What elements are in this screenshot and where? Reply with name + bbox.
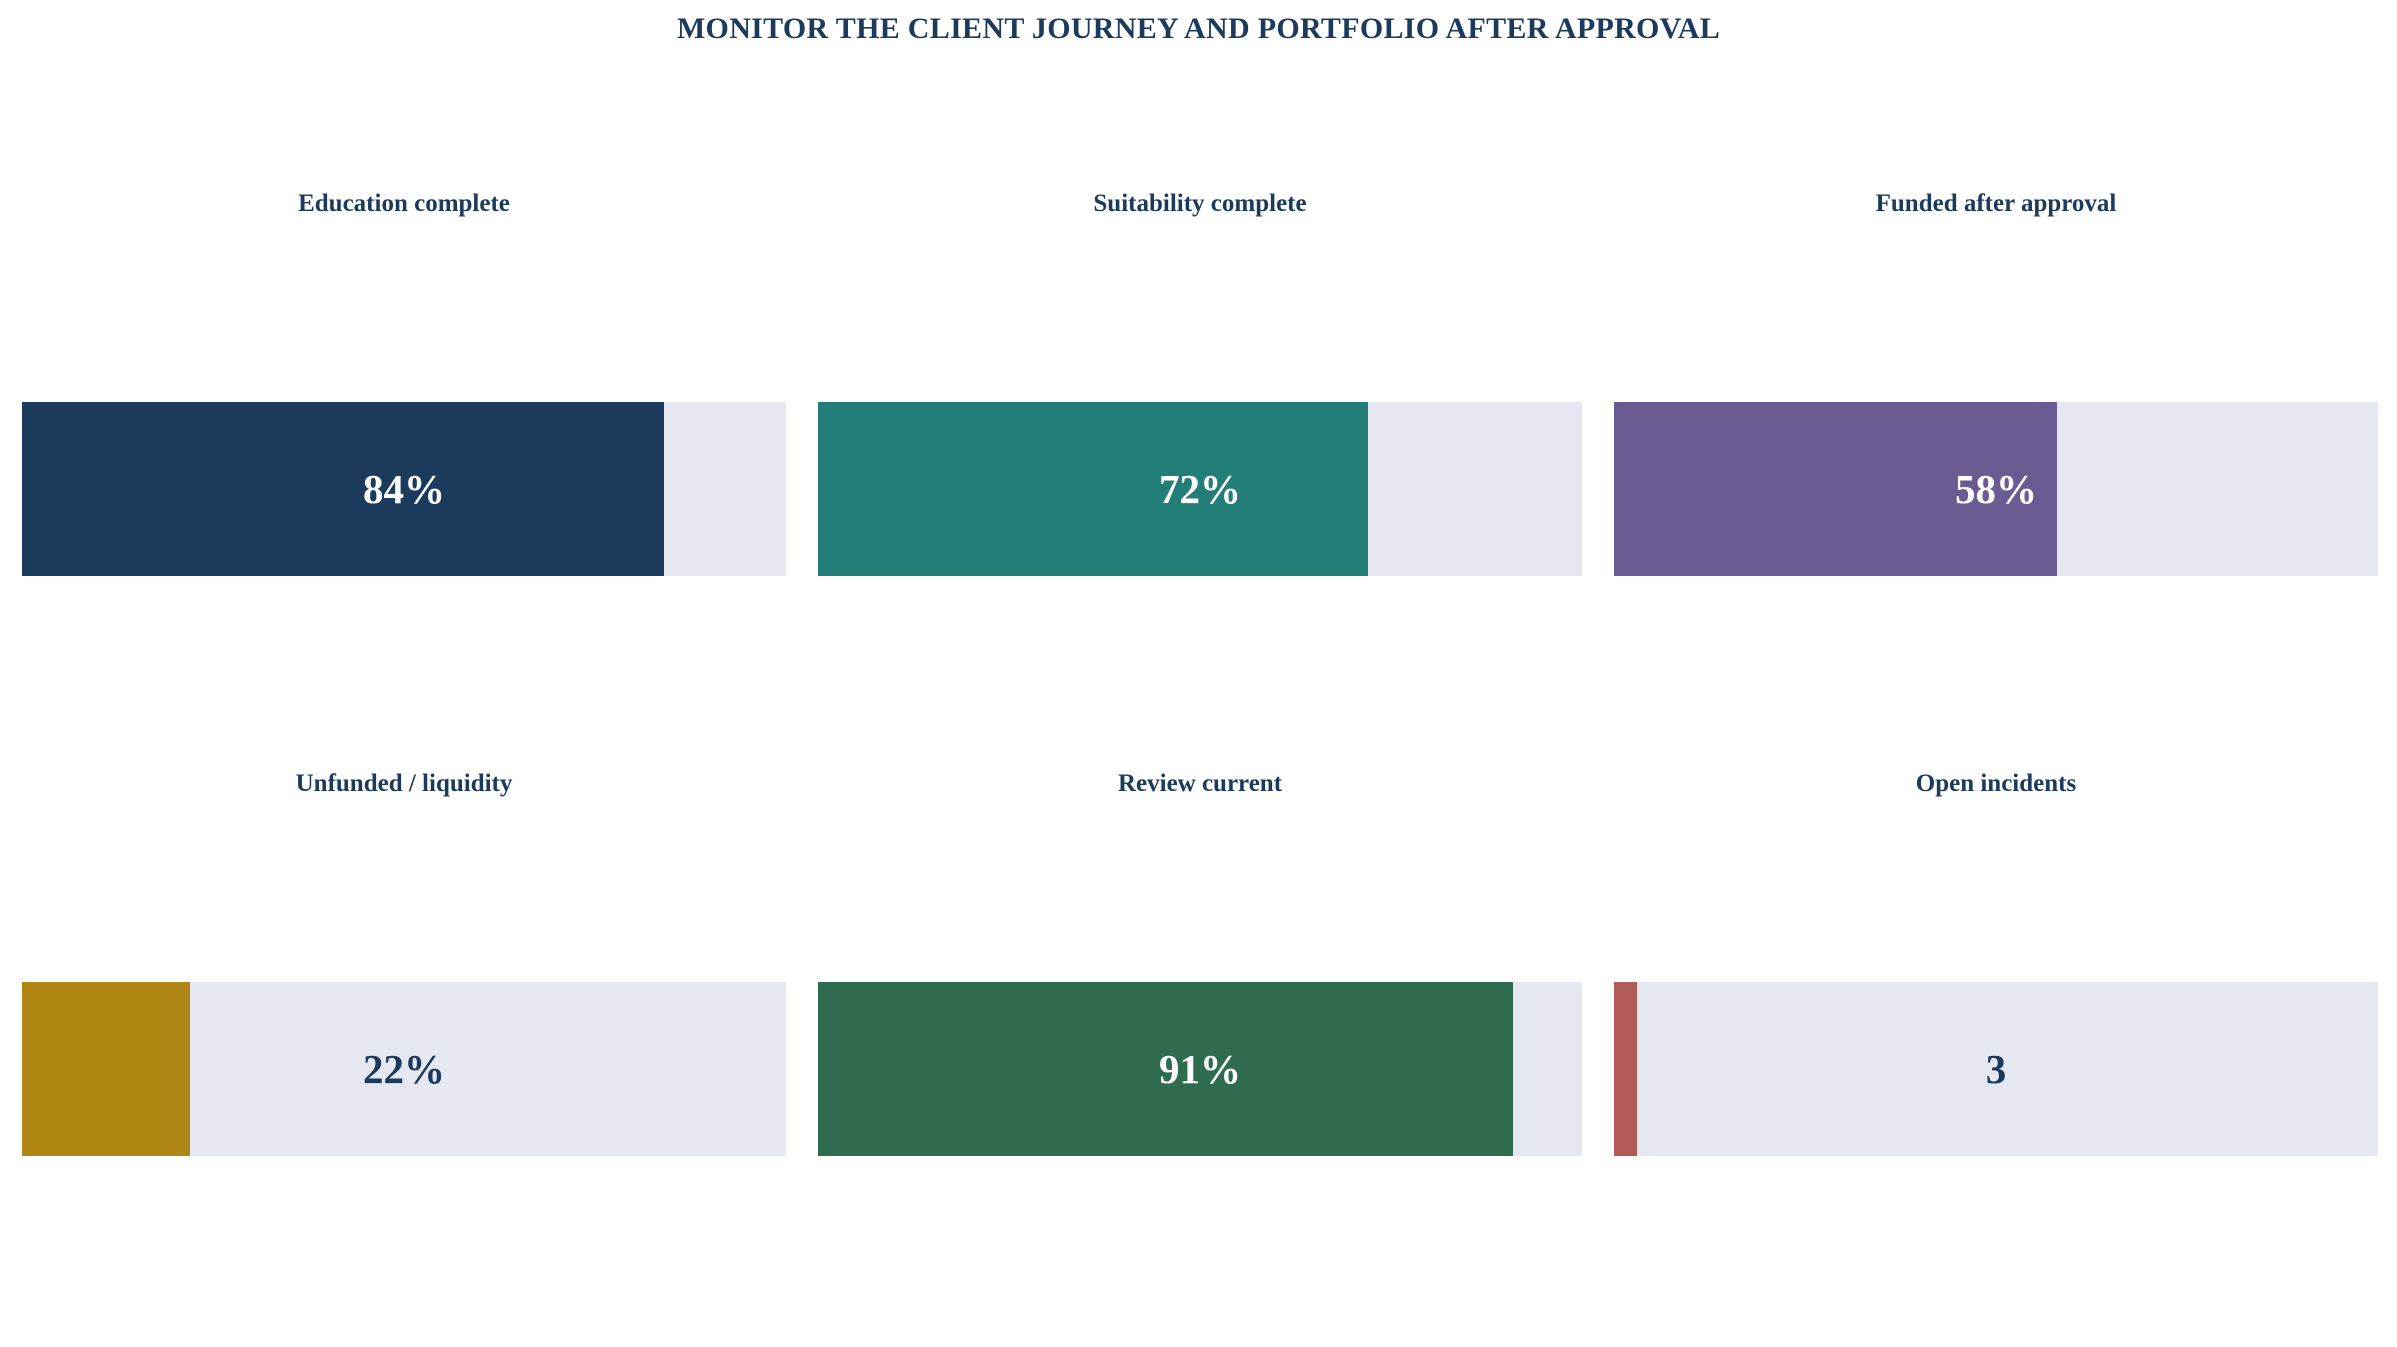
kpi-value-label: 3 <box>1985 1046 2007 1092</box>
kpi-fill-bar <box>818 982 1513 1156</box>
kpi-value-label: 91% <box>1159 1046 1241 1092</box>
kpi-track: 22% <box>22 982 786 1156</box>
kpi-value-label: 72% <box>1159 466 1241 512</box>
kpi-fill-bar <box>1614 402 2057 576</box>
kpi-value-label: 58% <box>1955 466 2037 512</box>
kpi-track: 84% <box>22 402 786 576</box>
kpi-title: Unfunded / liquidity <box>295 770 513 797</box>
kpi-track: 91% <box>818 982 1582 1156</box>
kpi-fill-bar <box>1614 982 1637 1156</box>
kpi-fill-bar <box>22 402 664 576</box>
kpi-value-label: 22% <box>363 1046 445 1092</box>
kpi-title: Education complete <box>298 190 510 217</box>
kpi-title: Suitability complete <box>1093 190 1307 217</box>
kpi-fill-bar <box>22 982 190 1156</box>
kpi-title: Review current <box>1117 770 1283 797</box>
kpi-track: 58% <box>1614 402 2378 576</box>
kpi-track: 72% <box>818 402 1582 576</box>
kpi-title: Open incidents <box>1915 770 2077 797</box>
kpi-fill-bar <box>818 402 1368 576</box>
kpi-title: Funded after approval <box>1875 190 2117 217</box>
kpi-value-label: 84% <box>363 466 445 512</box>
page-title: MONITOR THE CLIENT JOURNEY AND PORTFOLIO… <box>676 12 1721 45</box>
kpi-track: 3 <box>1614 982 2378 1156</box>
